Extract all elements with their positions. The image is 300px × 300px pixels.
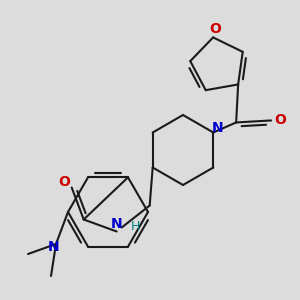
Text: N: N	[48, 240, 60, 254]
Text: O: O	[58, 175, 70, 188]
Text: N: N	[212, 121, 223, 134]
Text: O: O	[274, 113, 286, 128]
Text: N: N	[111, 217, 122, 230]
Text: O: O	[209, 22, 221, 36]
Text: H: H	[131, 220, 140, 233]
